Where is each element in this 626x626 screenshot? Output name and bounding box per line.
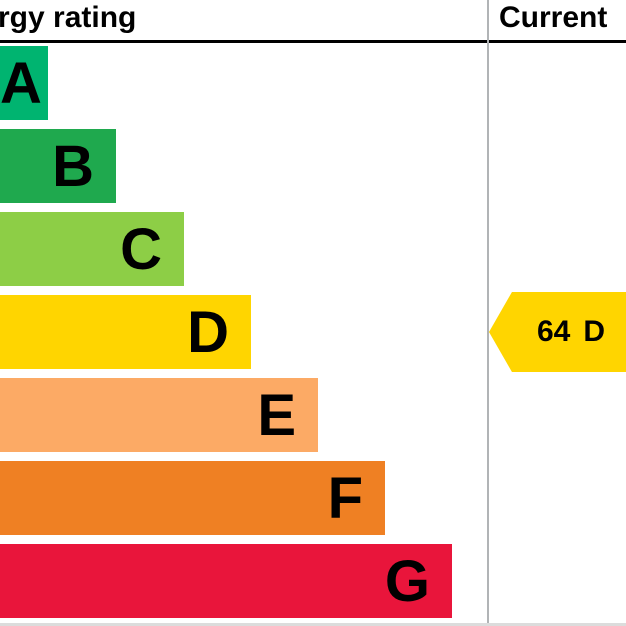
column-divider [487,0,489,626]
band-c: C [0,212,184,286]
current-rating-arrow: 64 D [489,292,626,372]
band-letter-g: G [384,549,430,614]
band-letter-b: B [52,134,94,199]
bottom-rule [0,623,626,626]
band-d: D [0,295,251,369]
band-a: A [0,46,48,120]
header-rule [0,40,626,43]
chart-title: rgy rating [0,1,137,34]
current-rating-band-letter: D [583,315,606,348]
current-rating-value: 64 [536,315,571,348]
band-letter-d: D [187,300,229,365]
band-e: E [0,378,318,452]
band-letter-f: F [327,466,363,531]
current-column-header: Current [499,1,608,34]
band-g: G [0,544,452,618]
band-f: F [0,461,385,535]
band-b: B [0,129,116,203]
band-letter-a: A [0,51,42,116]
band-letter-e: E [257,383,296,448]
band-letter-c: C [120,217,162,282]
